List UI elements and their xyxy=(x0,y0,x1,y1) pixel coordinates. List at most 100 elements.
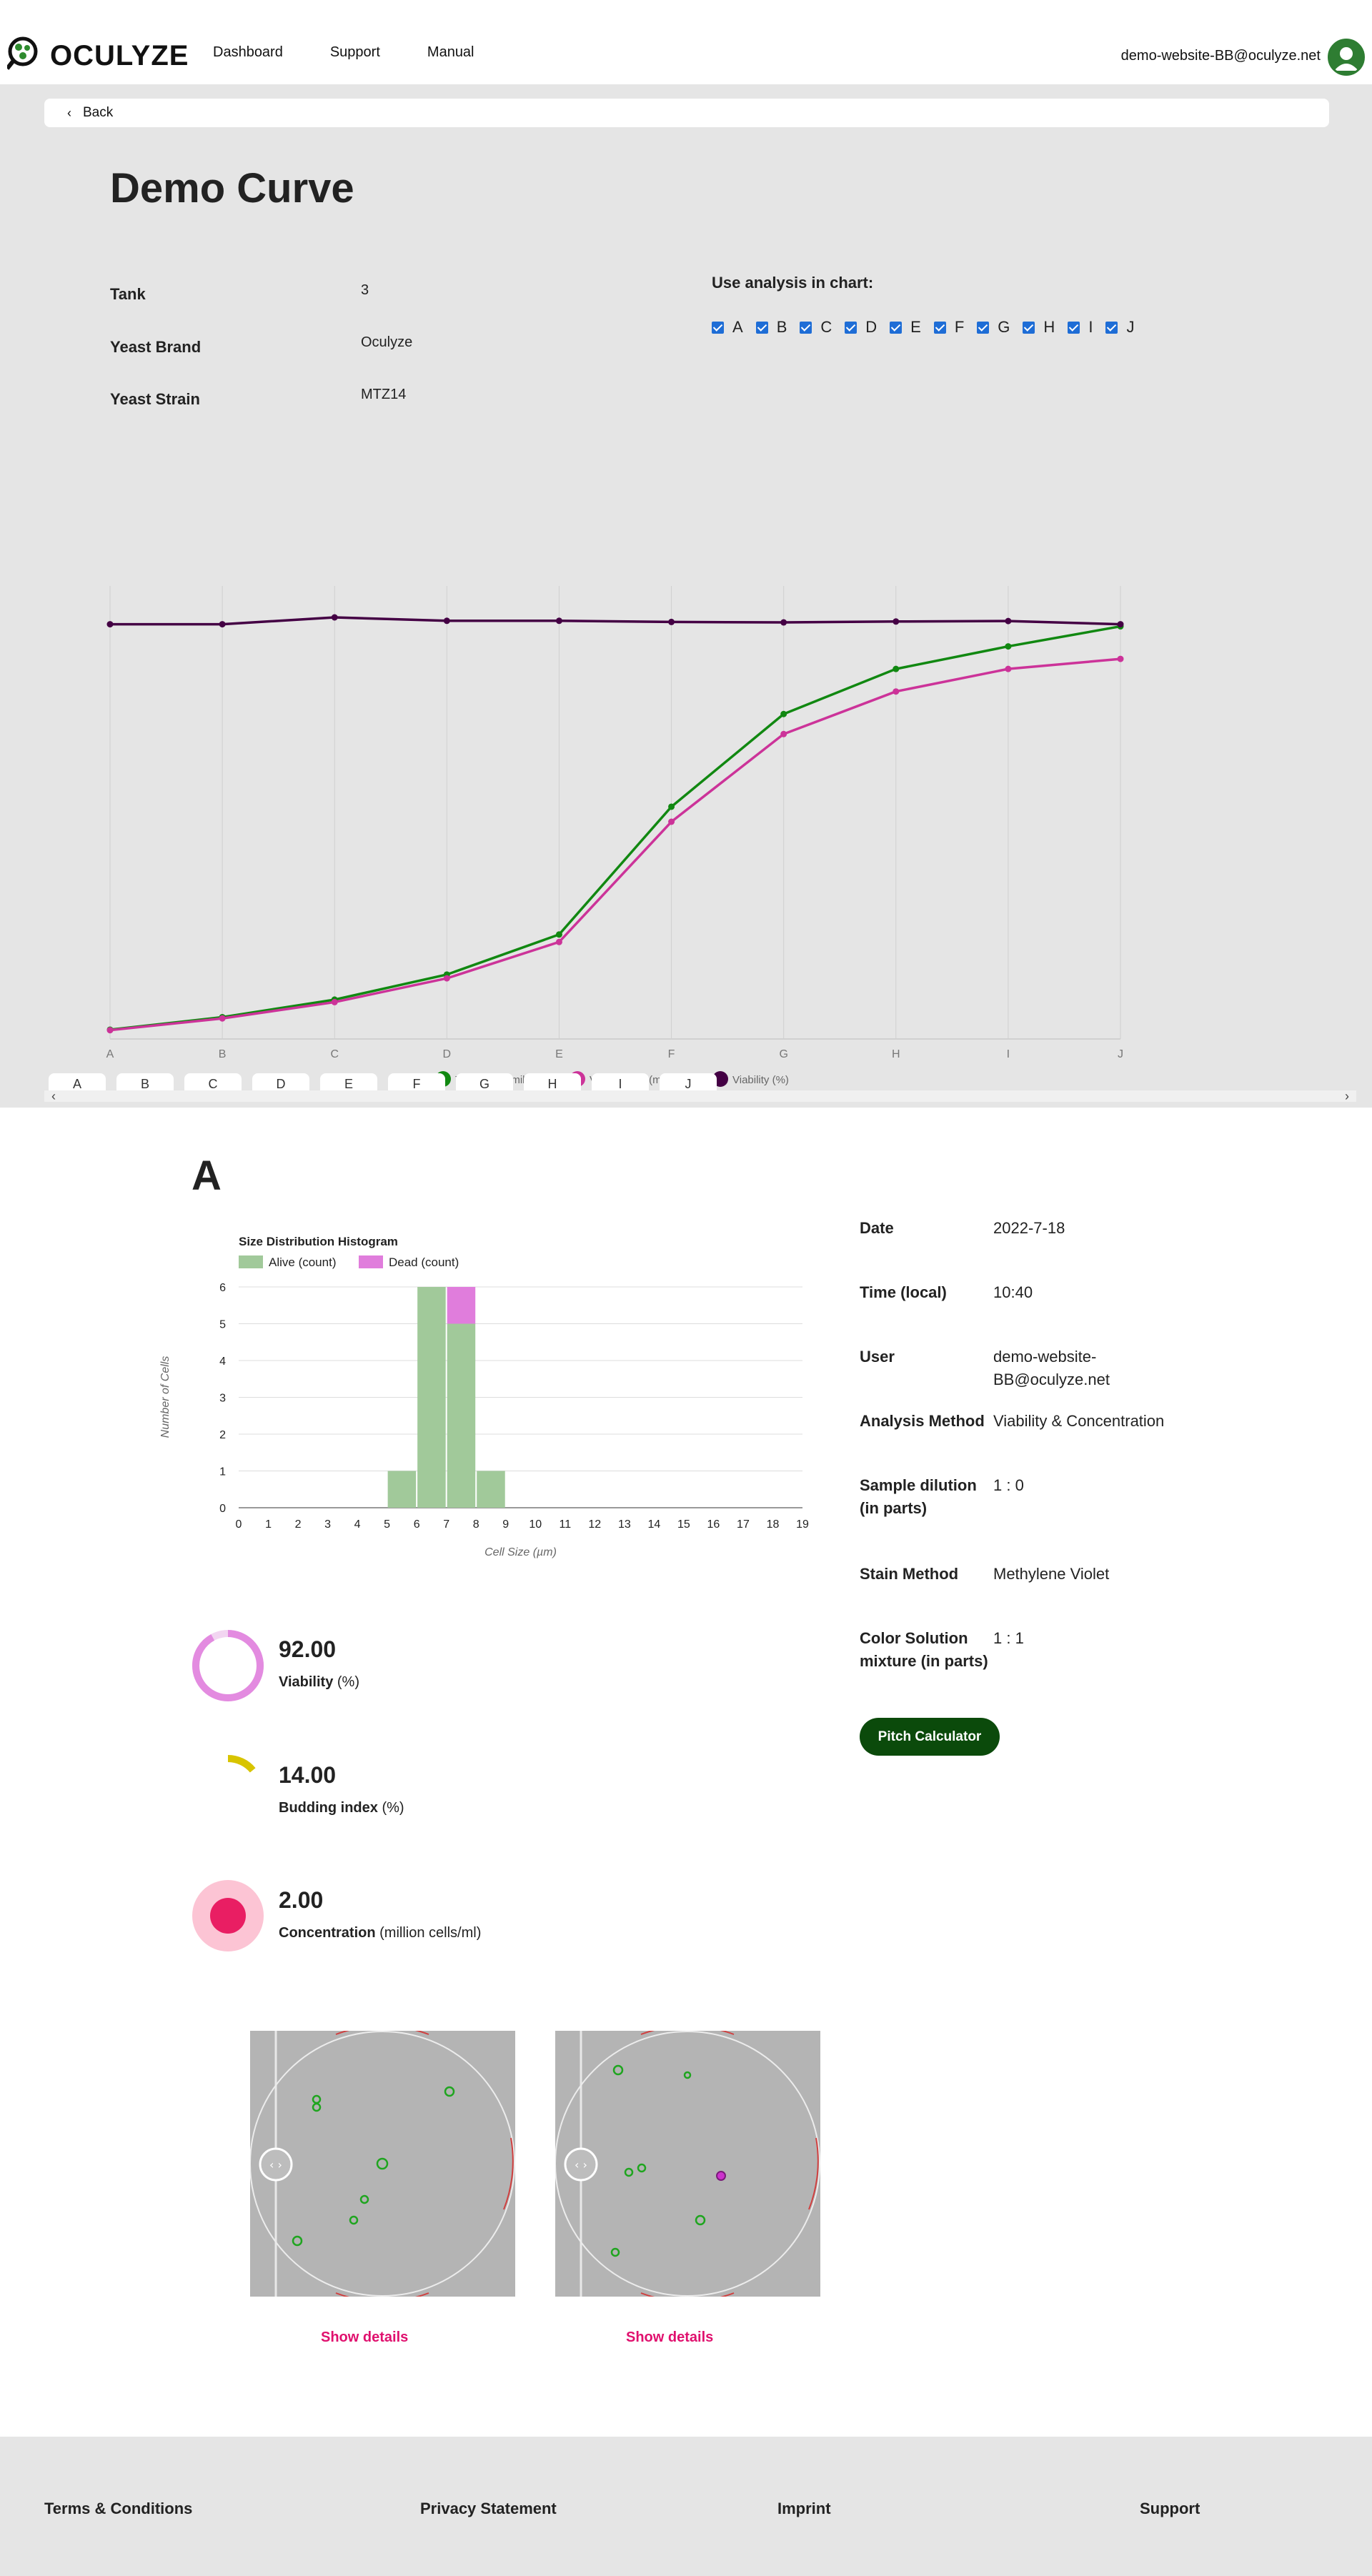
hist-legend-item-1[interactable]: Dead (count) xyxy=(359,1255,459,1269)
checkbox-checked-icon[interactable] xyxy=(933,321,946,334)
tab-f[interactable]: F xyxy=(388,1073,445,1090)
hist-x-tick: 3 xyxy=(324,1518,331,1531)
budding-value: 14.00 xyxy=(279,1762,337,1788)
checkbox-checked-icon[interactable] xyxy=(1105,321,1118,334)
tab-h[interactable]: H xyxy=(524,1073,581,1090)
data-point[interactable] xyxy=(780,619,787,626)
analysis-checkbox-a[interactable]: A xyxy=(712,318,743,337)
data-point[interactable] xyxy=(780,710,787,717)
hist-bar-dead[interactable] xyxy=(447,1287,476,1324)
tab-d[interactable]: D xyxy=(252,1073,309,1090)
scroll-left-icon[interactable]: ‹ xyxy=(51,1089,56,1103)
footer-privacy-link[interactable]: Privacy Statement xyxy=(420,2500,557,2517)
data-point[interactable] xyxy=(1005,665,1012,672)
data-point[interactable] xyxy=(106,621,114,628)
cell-image-1[interactable]: ‹ › xyxy=(250,2031,515,2297)
nav-dashboard[interactable]: Dashboard xyxy=(213,44,283,60)
tab-i[interactable]: I xyxy=(592,1073,649,1090)
tab-j[interactable]: J xyxy=(660,1073,717,1090)
legend-swatch xyxy=(239,1255,263,1268)
analysis-checkbox-d[interactable]: D xyxy=(845,318,877,337)
legend-swatch xyxy=(359,1255,383,1268)
analysis-checkbox-f[interactable]: F xyxy=(933,318,965,337)
hist-x-tick: 7 xyxy=(443,1518,449,1531)
hist-bar-alive[interactable] xyxy=(447,1323,476,1508)
detail-value: demo-website-BB@oculyze.net xyxy=(993,1348,1110,1388)
data-point[interactable] xyxy=(780,730,787,737)
analysis-checkbox-i[interactable]: I xyxy=(1068,318,1093,337)
show-details-link-1[interactable]: Show details xyxy=(321,2329,409,2345)
checkbox-checked-icon[interactable] xyxy=(800,321,812,334)
analysis-checkbox-c[interactable]: C xyxy=(800,318,832,337)
data-point[interactable] xyxy=(331,614,338,621)
avatar[interactable] xyxy=(1328,39,1365,76)
nav-support[interactable]: Support xyxy=(329,44,380,60)
tab-c[interactable]: C xyxy=(184,1073,242,1090)
show-details-link-2[interactable]: Show details xyxy=(626,2329,714,2345)
viability-label: Viability (%) xyxy=(279,1674,359,1690)
tab-g[interactable]: G xyxy=(456,1073,513,1090)
tab-e[interactable]: E xyxy=(320,1073,377,1090)
budding-ring-icon xyxy=(192,1755,264,1826)
checkbox-checked-icon[interactable] xyxy=(712,321,724,334)
footer-imprint-link[interactable]: Imprint xyxy=(777,2500,831,2517)
data-point[interactable] xyxy=(443,975,450,982)
user-email[interactable]: demo-website-BB@oculyze.net xyxy=(1120,48,1321,64)
data-point[interactable] xyxy=(331,998,338,1005)
tab-b[interactable]: B xyxy=(116,1073,174,1090)
tabs-scrollbar[interactable]: ‹ › xyxy=(44,1089,1356,1103)
analysis-checkbox-e[interactable]: E xyxy=(890,318,921,337)
checkbox-checked-icon[interactable] xyxy=(977,321,990,334)
data-point[interactable] xyxy=(668,618,675,625)
hist-legend-item-0[interactable]: Alive (count) xyxy=(239,1255,336,1269)
data-point[interactable] xyxy=(443,617,450,625)
footer-terms-link[interactable]: Terms & Conditions xyxy=(44,2500,193,2517)
hist-x-tick: 2 xyxy=(295,1518,302,1531)
analysis-checkbox-g[interactable]: G xyxy=(977,318,1010,337)
data-point[interactable] xyxy=(555,617,562,625)
back-button[interactable]: ‹ Back xyxy=(44,99,1329,127)
data-point[interactable] xyxy=(219,621,226,628)
detail-value: Methylene Violet xyxy=(993,1565,1110,1583)
checkbox-label: D xyxy=(865,318,878,336)
detail-label: Analysis Method xyxy=(860,1412,985,1430)
series-line-2 xyxy=(110,616,1121,626)
data-point[interactable] xyxy=(555,938,562,945)
data-point[interactable] xyxy=(893,665,900,672)
hist-x-tick: 4 xyxy=(354,1518,361,1531)
data-point[interactable] xyxy=(1117,621,1124,628)
checkbox-checked-icon[interactable] xyxy=(755,321,768,334)
checkbox-checked-icon[interactable] xyxy=(1023,321,1035,334)
data-point[interactable] xyxy=(893,618,900,625)
nav-manual[interactable]: Manual xyxy=(427,44,474,60)
data-point[interactable] xyxy=(1117,655,1124,662)
svg-text:‹ ›: ‹ › xyxy=(269,2158,282,2172)
data-point[interactable] xyxy=(219,1015,226,1022)
analysis-checkbox-h[interactable]: H xyxy=(1023,318,1055,337)
checkbox-checked-icon[interactable] xyxy=(890,321,903,334)
hist-bar-alive[interactable] xyxy=(387,1471,417,1508)
logo[interactable]: OCULYZE xyxy=(7,34,189,77)
analysis-checkbox-b[interactable]: B xyxy=(755,318,787,337)
hist-y-tick: 5 xyxy=(219,1319,226,1331)
data-point[interactable] xyxy=(555,931,562,938)
checkbox-checked-icon[interactable] xyxy=(1068,321,1080,334)
data-point[interactable] xyxy=(1005,643,1012,650)
data-point[interactable] xyxy=(668,818,675,825)
scroll-right-icon[interactable]: › xyxy=(1345,1089,1349,1103)
checkbox-label: F xyxy=(954,318,965,336)
data-point[interactable] xyxy=(668,803,675,810)
pitch-calculator-button[interactable]: Pitch Calculator xyxy=(860,1718,1000,1756)
cell-image-2[interactable]: ‹ › xyxy=(555,2031,820,2297)
detail-value: 1 : 0 xyxy=(993,1476,1024,1494)
checkbox-checked-icon[interactable] xyxy=(845,321,858,334)
hist-bar-alive[interactable] xyxy=(477,1471,505,1508)
data-point[interactable] xyxy=(106,1027,114,1034)
data-point[interactable] xyxy=(1005,617,1012,625)
footer-support-link[interactable]: Support xyxy=(1140,2500,1200,2517)
analysis-checkbox-j[interactable]: J xyxy=(1105,318,1134,337)
data-point[interactable] xyxy=(893,688,900,695)
tab-a[interactable]: A xyxy=(49,1073,106,1090)
hist-bar-alive[interactable] xyxy=(417,1287,446,1508)
